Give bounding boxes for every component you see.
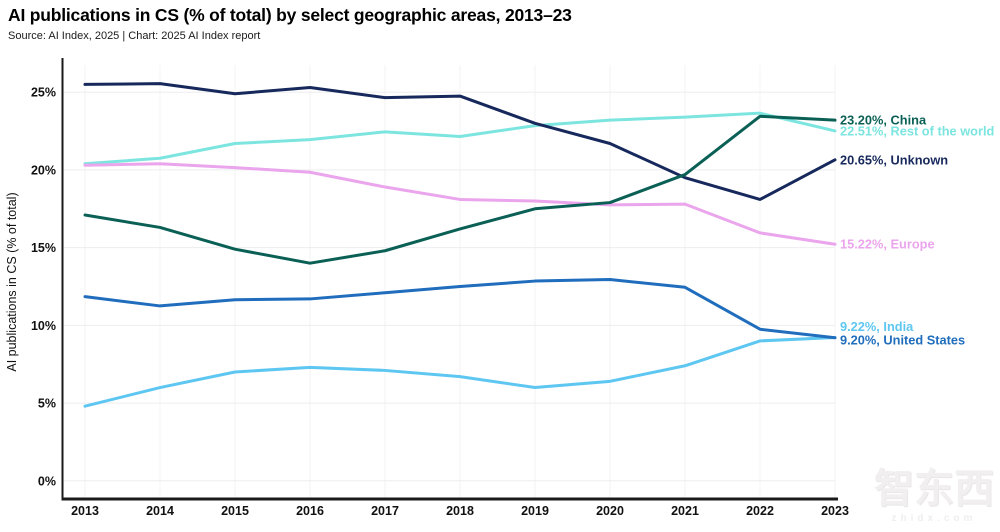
x-tick-label: 2013 <box>71 504 99 518</box>
x-tick-label: 2022 <box>746 504 774 518</box>
y-axis-title: AI publications in CS (% of total) <box>5 192 19 371</box>
x-tick-label: 2014 <box>146 504 174 518</box>
series-line-unknown <box>83 82 837 201</box>
series-label-unknown: 20.65%, Unknown <box>840 152 948 167</box>
series-line-rest-of-the-world <box>83 111 837 166</box>
series-line-china <box>83 114 837 265</box>
x-tick-label: 2015 <box>221 504 249 518</box>
series-label-united-states: 9.20%, United States <box>840 332 965 347</box>
y-tick-label: 15% <box>31 241 56 255</box>
chart-source: Source: AI Index, 2025 | Chart: 2025 AI … <box>8 30 261 42</box>
x-tick-label: 2018 <box>446 504 474 518</box>
x-tick-label: 2023 <box>821 504 849 518</box>
y-tick-label: 25% <box>31 86 56 100</box>
x-tick-label: 2017 <box>371 504 399 518</box>
series-line-india <box>83 335 837 408</box>
y-tick-label: 20% <box>31 163 56 177</box>
y-tick-label: 5% <box>38 397 56 411</box>
x-tick-label: 2019 <box>521 504 549 518</box>
y-tick-label: 0% <box>38 474 56 488</box>
series-line-united-states <box>83 278 837 340</box>
chart-title: AI publications in CS (% of total) by se… <box>8 5 572 25</box>
series-label-china: 23.20%, China <box>840 113 927 128</box>
x-tick-label: 2020 <box>596 504 624 518</box>
x-tick-label: 2021 <box>671 504 699 518</box>
series-label-europe: 15.22%, Europe <box>840 237 935 252</box>
series-label-rest-of-the-world: 22.51%, Rest of the world <box>840 123 994 138</box>
x-tick-label: 2016 <box>296 504 324 518</box>
series-label-india: 9.22%, India <box>840 319 914 334</box>
series-line-europe <box>83 162 837 246</box>
y-tick-label: 10% <box>31 319 56 333</box>
